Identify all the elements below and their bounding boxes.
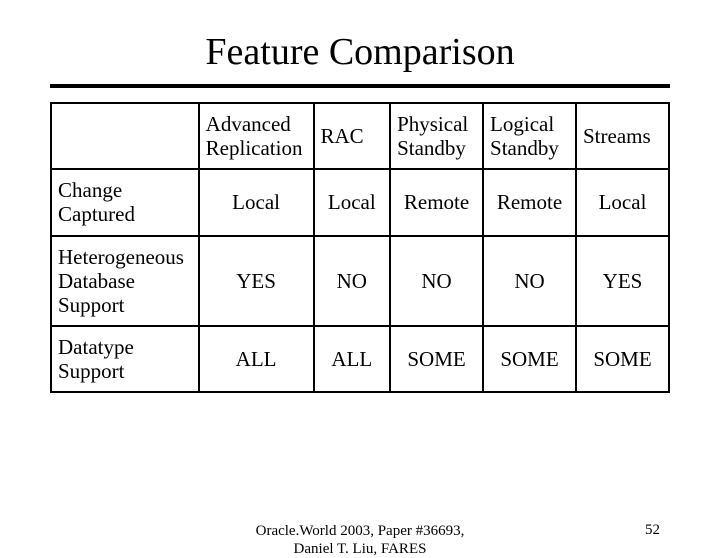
row-label: Datatype Support	[51, 326, 199, 392]
footer-citation: Oracle.World 2003, Paper #36693, Daniel …	[256, 522, 465, 558]
col-header: Advanced Replication	[199, 103, 314, 169]
comparison-table: Advanced Replication RAC Physical Standb…	[50, 102, 670, 393]
col-header: Logical Standby	[483, 103, 576, 169]
cell: YES	[199, 236, 314, 326]
cell: SOME	[483, 326, 576, 392]
cell: SOME	[390, 326, 483, 392]
cell: SOME	[576, 326, 669, 392]
footer-line2: Daniel T. Liu, FARES	[294, 541, 427, 557]
cell: Local	[199, 169, 314, 235]
cell: Local	[576, 169, 669, 235]
cell: NO	[390, 236, 483, 326]
table-row: Heterogeneous Database Support YES NO NO…	[51, 236, 669, 326]
cell: Remote	[483, 169, 576, 235]
col-header: Physical Standby	[390, 103, 483, 169]
cell: Remote	[390, 169, 483, 235]
col-header: Streams	[576, 103, 669, 169]
cell: NO	[483, 236, 576, 326]
slide-title: Feature Comparison	[50, 30, 670, 74]
footer-line1: Oracle.World 2003, Paper #36693,	[256, 523, 465, 539]
cell: Local	[314, 169, 391, 235]
page-number: 52	[645, 522, 660, 539]
col-header: RAC	[314, 103, 391, 169]
row-label: Heterogeneous Database Support	[51, 236, 199, 326]
row-label: Change Captured	[51, 169, 199, 235]
cell: ALL	[314, 326, 391, 392]
col-header-blank	[51, 103, 199, 169]
cell: YES	[576, 236, 669, 326]
slide: Feature Comparison Advanced Replication …	[0, 0, 720, 540]
table-row: Change Captured Local Local Remote Remot…	[51, 169, 669, 235]
cell: ALL	[199, 326, 314, 392]
table-row: Datatype Support ALL ALL SOME SOME SOME	[51, 326, 669, 392]
title-rule	[50, 84, 670, 88]
cell: NO	[314, 236, 391, 326]
table-header-row: Advanced Replication RAC Physical Standb…	[51, 103, 669, 169]
